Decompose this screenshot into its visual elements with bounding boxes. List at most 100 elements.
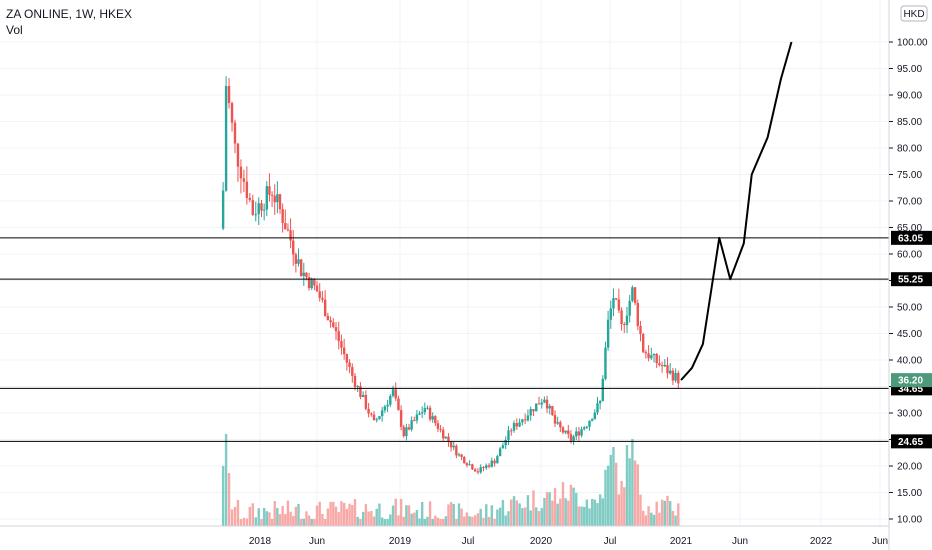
- volume-bar: [221, 465, 225, 526]
- volume-bar: [375, 508, 378, 526]
- volume-bar: [313, 519, 316, 526]
- candle-body: [359, 386, 362, 397]
- candle-body: [364, 395, 368, 409]
- volume-bar: [668, 501, 672, 526]
- candle-body: [299, 259, 303, 276]
- candle-body: [353, 375, 357, 387]
- symbol-title[interactable]: ZA ONLINE, 1W, HKEX: [6, 7, 133, 21]
- level-price-tag[interactable]: [891, 272, 932, 287]
- volume-bar: [521, 508, 524, 526]
- currency-badge[interactable]: [900, 5, 928, 22]
- candle-body: [391, 389, 395, 396]
- volume-indicator-label[interactable]: Vol: [6, 23, 23, 37]
- level-price-label: 24.65: [898, 437, 923, 448]
- volume-bar: [389, 514, 392, 526]
- volume-bar: [326, 508, 330, 526]
- volume-bar: [294, 506, 298, 526]
- candle-body: [471, 464, 474, 470]
- candle-body: [548, 405, 551, 409]
- level-price-tag[interactable]: [891, 230, 932, 245]
- volume-bar: [342, 502, 346, 526]
- volume-bar: [230, 509, 234, 526]
- volume-bar: [471, 516, 474, 526]
- volume-bar: [526, 495, 530, 526]
- volume-bar: [498, 507, 502, 526]
- volume-bar: [596, 503, 599, 526]
- candle-body: [345, 354, 349, 363]
- candle-body: [389, 395, 392, 405]
- candle-body: [572, 436, 575, 441]
- volume-bar: [636, 464, 639, 526]
- volume-bar: [442, 519, 445, 526]
- y-tick-label: 85.00: [897, 117, 922, 128]
- volume-bar: [270, 518, 274, 526]
- volume-bar: [439, 519, 442, 526]
- volume-bar: [345, 508, 349, 526]
- volume-bar: [284, 514, 287, 526]
- chart-legend: ZA ONLINE, 1W, HKEX Vol: [6, 6, 132, 38]
- volume-bar: [378, 503, 381, 526]
- candle-body: [631, 287, 634, 301]
- volume-bar: [674, 515, 677, 526]
- y-tick-label: 15.00: [897, 488, 922, 499]
- volume-bar: [482, 517, 485, 526]
- candle-body: [537, 403, 541, 405]
- volume-bar: [254, 517, 257, 526]
- candle-body: [257, 203, 260, 215]
- volume-bar: [540, 508, 543, 526]
- candle-body: [650, 355, 653, 359]
- candle-body: [342, 347, 346, 355]
- volume-bar: [315, 505, 319, 526]
- candle-body: [305, 272, 308, 278]
- volume-bar: [556, 503, 559, 526]
- candle-body: [526, 415, 530, 421]
- candle-body: [439, 428, 442, 430]
- volume-bar: [447, 504, 450, 526]
- candle-body: [590, 419, 594, 421]
- volume-bar: [415, 509, 419, 526]
- candle-body: [334, 327, 338, 332]
- volume-bar: [572, 487, 575, 526]
- candle-body: [361, 395, 365, 397]
- volume-bar: [276, 508, 279, 526]
- candle-body: [378, 416, 381, 420]
- projection-drawing[interactable]: [680, 41, 793, 381]
- candle-body: [535, 403, 538, 412]
- volume-bar: [575, 492, 578, 526]
- candle-body: [641, 334, 645, 353]
- volume-bar: [537, 510, 541, 526]
- volume-bar: [434, 515, 437, 526]
- volume-bar: [397, 515, 400, 526]
- level-price-tag[interactable]: [891, 434, 932, 449]
- candle-body: [532, 409, 535, 412]
- candle-body: [434, 416, 437, 424]
- candle-body: [444, 436, 448, 439]
- volume-bar: [239, 519, 243, 526]
- volume-bar: [518, 503, 521, 526]
- volume-bar: [407, 505, 411, 526]
- candle-body: [658, 363, 661, 366]
- candle-body: [518, 422, 521, 427]
- candle-body: [556, 422, 559, 424]
- candle-body: [452, 445, 455, 448]
- volume-bar: [487, 516, 491, 526]
- volume-bar: [391, 505, 395, 526]
- candle-body: [447, 436, 450, 442]
- candle-body: [609, 308, 612, 320]
- volume-bar: [399, 498, 403, 526]
- volume-bar: [297, 503, 300, 526]
- volume-bar: [370, 510, 373, 526]
- candle-body: [559, 422, 562, 428]
- candle-body: [628, 300, 631, 316]
- candle-body: [310, 279, 313, 289]
- candle-body: [370, 413, 373, 415]
- candle-body: [585, 426, 589, 428]
- candle-body: [436, 423, 440, 429]
- volume-bar: [569, 484, 573, 526]
- candle-body: [315, 285, 319, 292]
- volume-bar: [224, 433, 228, 526]
- current-price-tag[interactable]: [891, 373, 932, 388]
- volume-bar: [265, 511, 268, 526]
- volume-bar: [420, 501, 424, 526]
